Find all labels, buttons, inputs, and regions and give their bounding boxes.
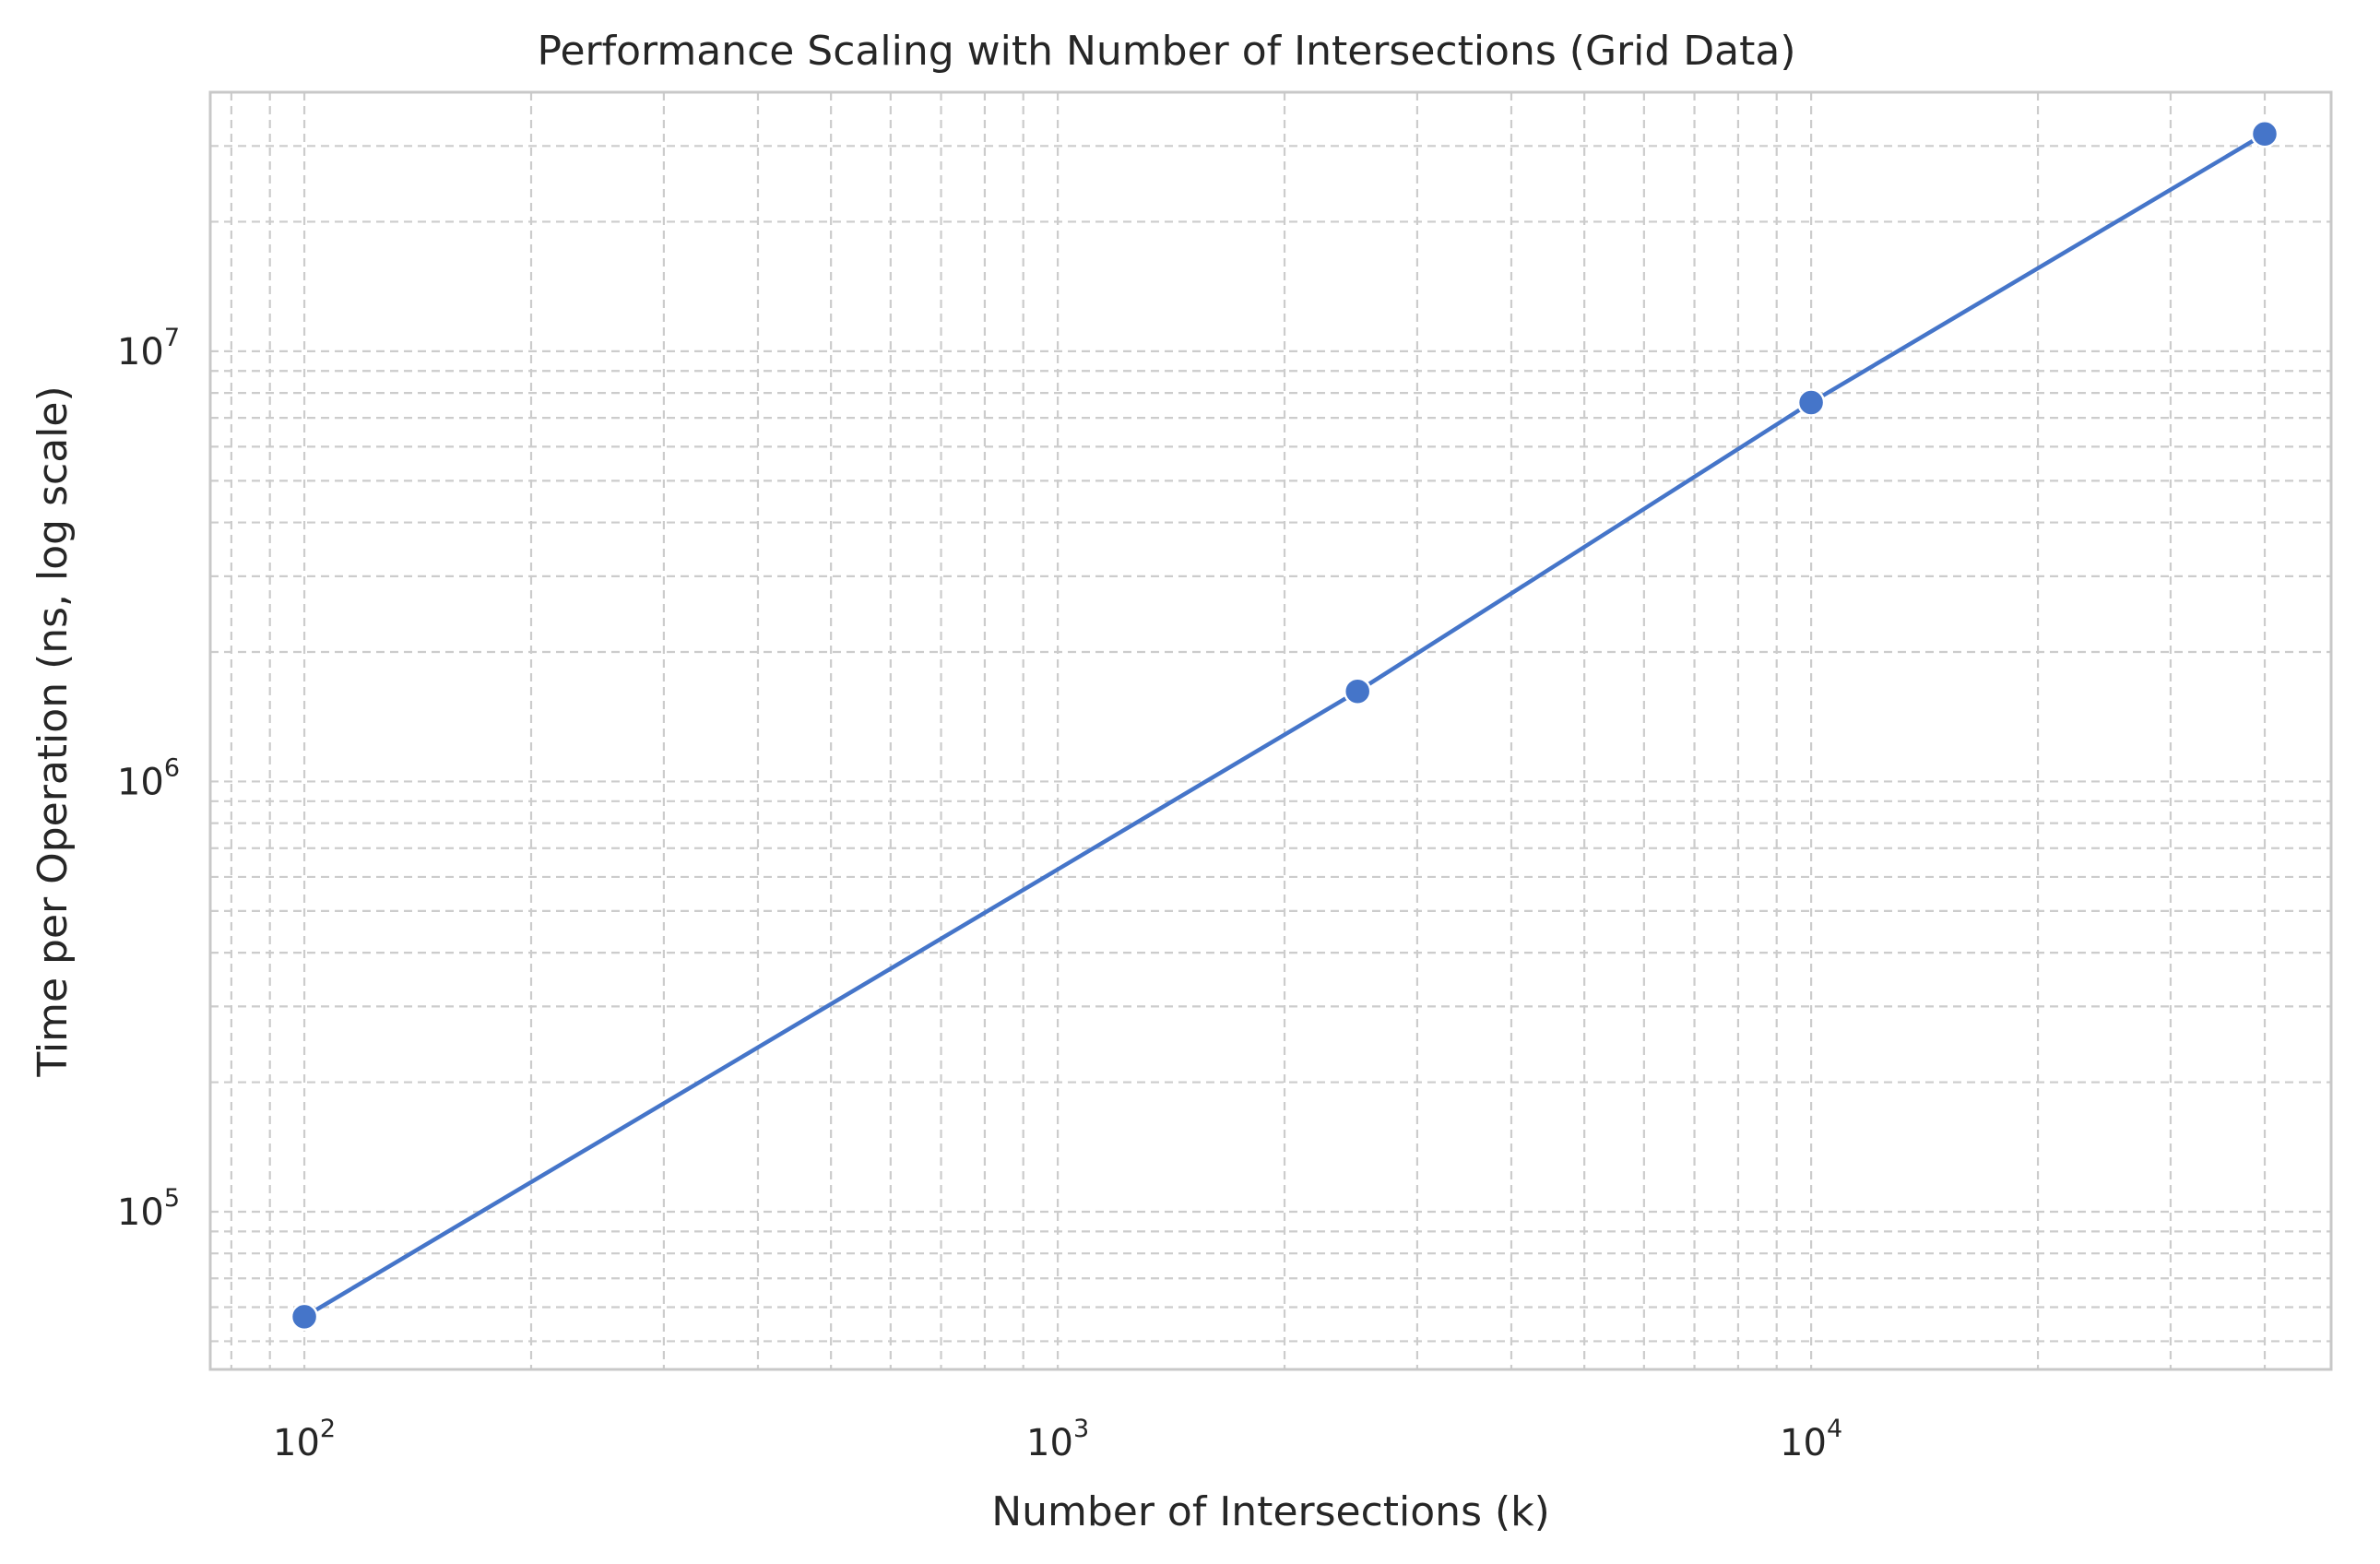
- data-point: [1796, 388, 1826, 417]
- data-point: [2250, 119, 2279, 148]
- plot-frame: [208, 90, 2333, 1371]
- y-tick-label: 107: [117, 324, 180, 373]
- x-axis-label: Number of Intersections (k): [991, 1488, 1550, 1535]
- chart-title: Performance Scaling with Number of Inter…: [538, 28, 1796, 75]
- y-tick-label: 106: [117, 753, 180, 803]
- x-tick-label: 104: [1780, 1415, 1842, 1464]
- series-line: [302, 132, 2267, 1319]
- x-tick-label: 102: [273, 1415, 336, 1464]
- x-tick-label: 103: [1026, 1415, 1089, 1464]
- grid-lines: [210, 90, 2331, 1369]
- y-tick-labels: 105 106 107: [117, 324, 180, 1234]
- y-axis-label: Time per Operation (ns, log scale): [30, 385, 77, 1077]
- x-tick-labels: 102 103 104: [273, 1415, 1842, 1464]
- data-point: [1343, 677, 1372, 705]
- series-layer: [290, 119, 2279, 1332]
- data-point: [290, 1302, 319, 1332]
- y-tick-label: 105: [117, 1184, 180, 1234]
